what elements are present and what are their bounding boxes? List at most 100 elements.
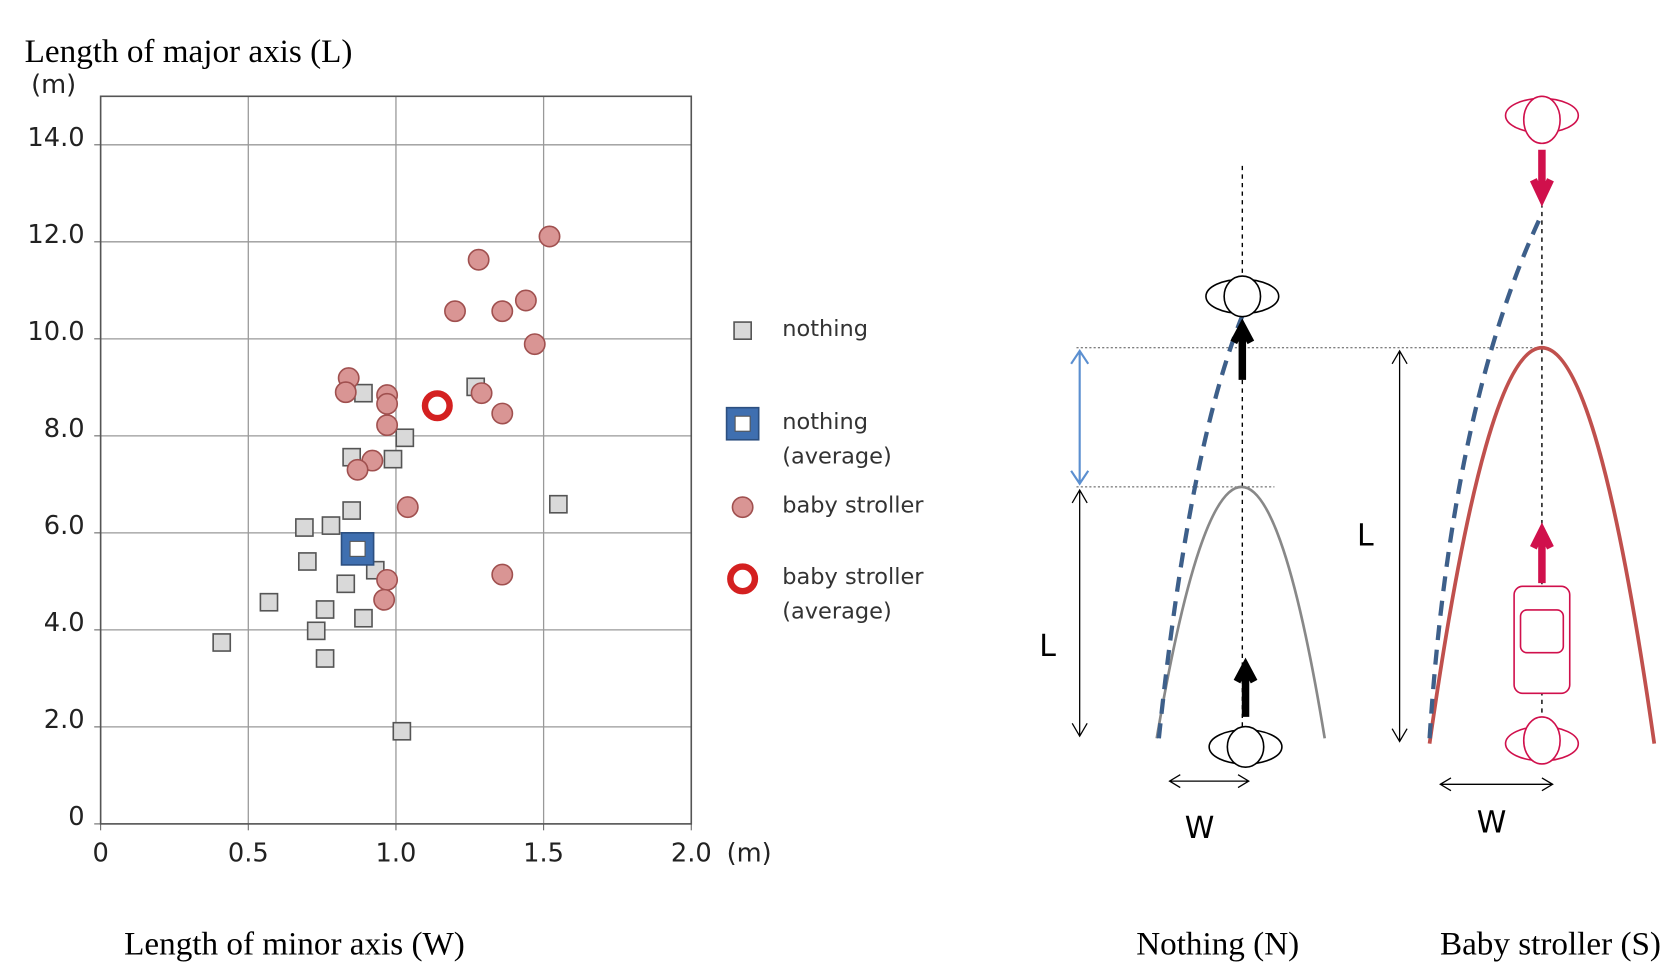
path-curve <box>1427 213 1544 739</box>
marker <box>373 588 396 611</box>
y-tick-label: 14.0 <box>27 123 84 153</box>
marker <box>315 600 335 619</box>
marker <box>212 633 232 652</box>
length-label: L <box>1357 519 1374 554</box>
marker <box>395 428 415 448</box>
marker-shape <box>376 414 399 437</box>
marker <box>523 333 546 356</box>
chart-title: Length of major axis (L) <box>25 33 353 70</box>
legend-entry: nothing (average) <box>782 408 892 469</box>
marker-shape <box>523 333 546 356</box>
marker-shape <box>395 428 415 448</box>
walk-arrow <box>1530 522 1554 584</box>
marker <box>297 552 317 571</box>
marker <box>354 608 373 628</box>
legend-entry: baby stroller <box>782 492 924 518</box>
x-axis-label: Length of minor axis (W) <box>124 925 465 962</box>
marker <box>538 225 561 248</box>
marker <box>306 621 326 641</box>
marker-shape <box>444 300 466 323</box>
x-tick-label: 1.5 <box>523 838 564 868</box>
marker-shape <box>467 248 490 271</box>
marker <box>321 516 341 535</box>
area-curve <box>1427 345 1657 744</box>
y-tick-label: 12.0 <box>27 220 84 250</box>
marker-shape <box>306 621 326 641</box>
x-tick-label: 2.0 <box>671 838 712 868</box>
marker <box>549 494 568 514</box>
marker <box>491 402 514 425</box>
legend-marker <box>725 406 760 441</box>
marker-shape <box>373 588 396 611</box>
marker-shape <box>727 563 759 595</box>
marker-shape <box>470 382 493 405</box>
legend-label: nothing (average) <box>782 408 892 469</box>
walk-arrow <box>1230 318 1255 380</box>
marker-shape <box>259 592 279 612</box>
marker <box>444 300 466 323</box>
legend-label: baby stroller <box>782 492 924 518</box>
marker <box>421 390 453 422</box>
x-unit: (m) <box>727 838 772 868</box>
marker-shape <box>538 225 561 248</box>
y-tick-label: 4.0 <box>44 608 85 638</box>
marker-shape <box>549 494 568 514</box>
plot-frame <box>99 95 693 825</box>
diagram-label: Nothing (N) <box>1136 925 1299 962</box>
legend-entry: baby stroller (average) <box>782 563 924 624</box>
marker-shape <box>491 563 514 586</box>
diagram: L W L W Nothing (N) Baby stroller (S) <box>1039 95 1661 962</box>
width-arrow <box>1168 774 1250 789</box>
marker-shape <box>336 574 356 594</box>
path-curve <box>1156 314 1245 739</box>
marker <box>340 532 375 566</box>
x-tick-label: 1.0 <box>376 838 417 868</box>
marker-shape <box>396 496 419 519</box>
marker-shape <box>212 633 232 652</box>
legend-marker <box>733 321 752 340</box>
marker <box>315 649 335 668</box>
marker <box>376 568 399 591</box>
marker-shape <box>354 608 373 628</box>
marker-shape <box>491 402 514 425</box>
walk-arrow <box>1529 149 1554 207</box>
marker-shape <box>295 518 314 537</box>
marker-shape <box>392 721 412 741</box>
legend-label: baby stroller (average) <box>782 563 924 624</box>
marker <box>514 289 537 312</box>
marker-shape <box>321 516 341 535</box>
marker-shape <box>346 458 369 481</box>
diagram-label: Baby stroller (S) <box>1440 925 1661 962</box>
marker-shape <box>334 381 357 404</box>
marker <box>295 518 314 537</box>
marker-shape <box>383 449 403 469</box>
legend-marker <box>727 563 759 595</box>
marker-shape <box>421 390 453 422</box>
y-tick-label: 6.0 <box>44 511 85 541</box>
marker <box>346 458 369 481</box>
marker <box>376 414 399 437</box>
person-icon <box>1504 95 1580 765</box>
length-arrow <box>1071 488 1088 738</box>
y-tick-label: 8.0 <box>44 414 85 444</box>
width-label: W <box>1185 811 1215 846</box>
marker-shape <box>731 496 754 519</box>
length-arrow <box>1391 349 1408 743</box>
marker-shape <box>354 383 373 403</box>
marker-shape <box>297 552 317 571</box>
marker-core <box>349 540 366 557</box>
marker <box>396 496 419 519</box>
marker <box>336 574 356 594</box>
x-tick-label: 0 <box>92 838 108 868</box>
marker-shape <box>514 289 537 312</box>
marker-core <box>734 415 751 432</box>
marker <box>259 592 279 612</box>
difference-arrow <box>1070 349 1090 486</box>
marker-shape <box>342 501 362 520</box>
y-tick-label: 0 <box>68 802 84 832</box>
marker-shape <box>491 300 514 323</box>
marker <box>376 392 399 415</box>
y-tick-label: 2.0 <box>44 705 85 735</box>
